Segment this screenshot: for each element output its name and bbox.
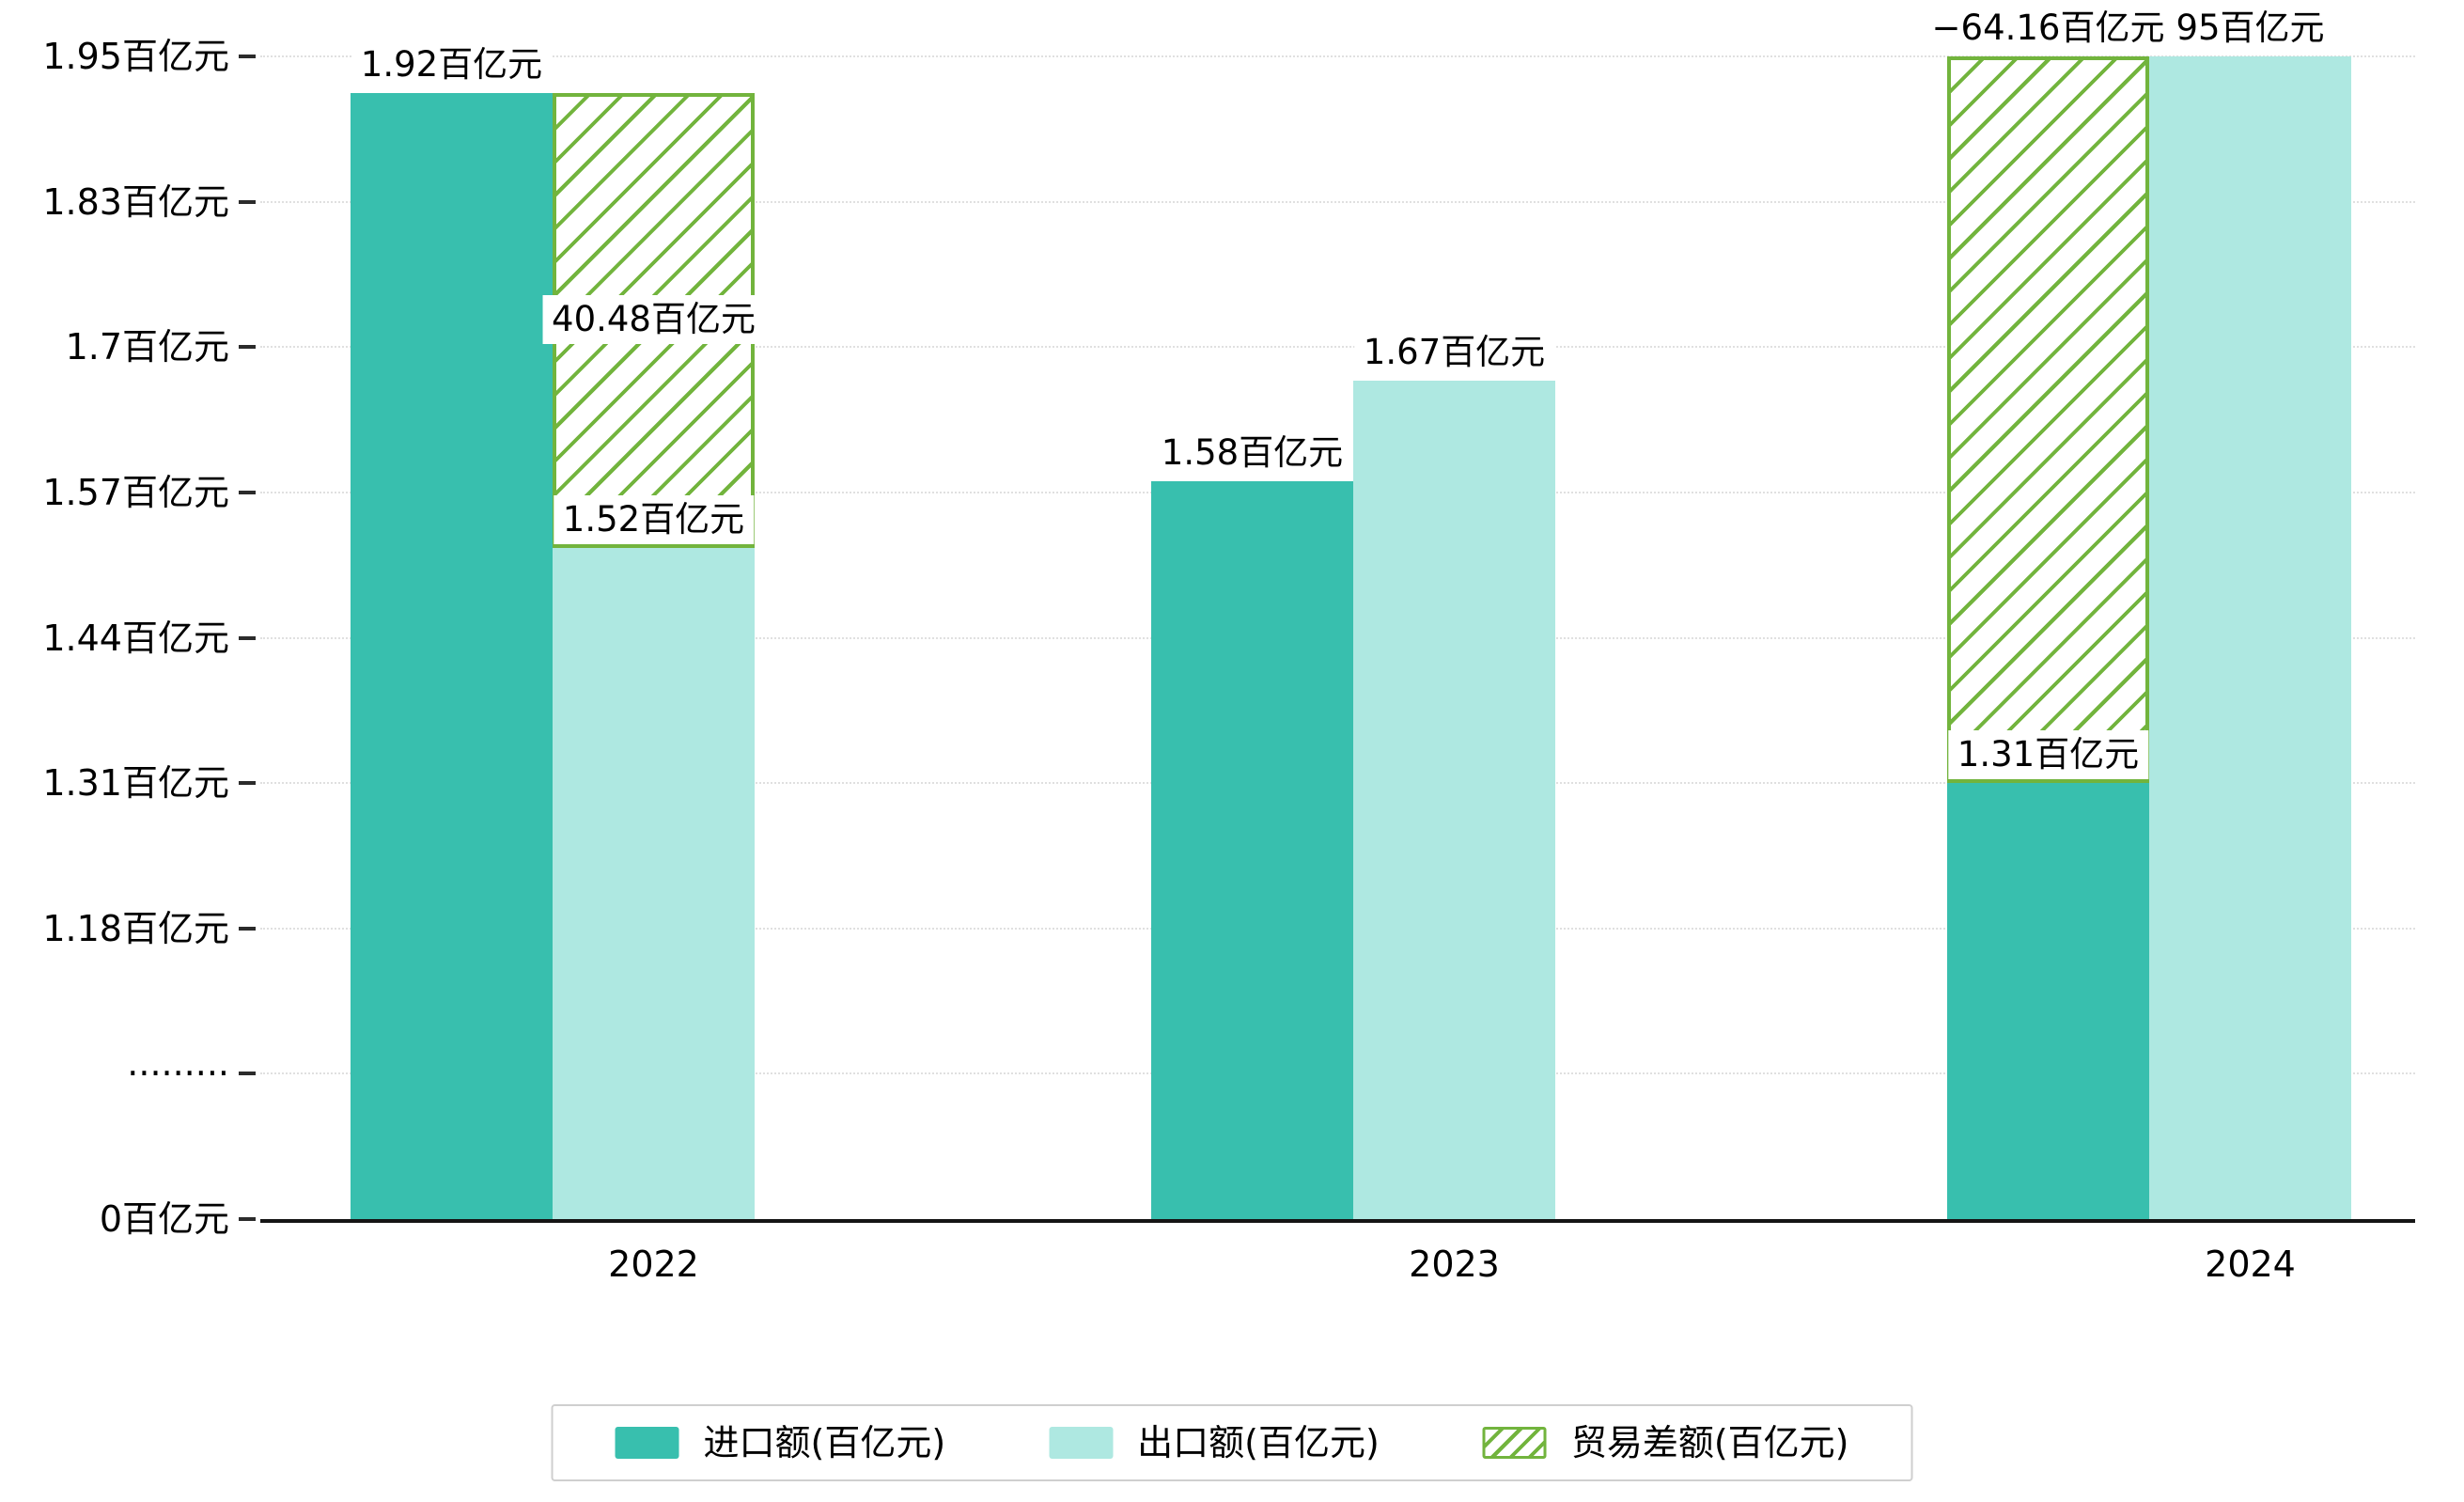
y-axis-label: 1.18百亿元 [42,907,229,949]
y-tick [239,345,256,350]
gridline [260,55,2415,57]
import-swatch-icon [615,1427,679,1459]
legend-item-import[interactable]: 进口额(百亿元) [615,1421,946,1464]
legend-item-trade-balance[interactable]: 贸易差额(百亿元) [1482,1421,1849,1464]
import-bar-2024[interactable] [1947,783,2149,1219]
y-tick [239,55,256,58]
import-value-label: 1.92百亿元 [351,39,553,89]
gridline [260,200,2415,203]
export-value-label: 1.67百亿元 [1353,327,1555,377]
y-tick [239,1072,256,1076]
y-axis-label: 1.95百亿元 [42,36,229,77]
y-tick [239,635,256,640]
y-axis-label: 1.83百亿元 [42,180,229,223]
legend: 进口额(百亿元) 出口额(百亿元) 贸易差额(百亿元) [551,1404,1913,1481]
y-tick [239,781,256,786]
import-value-label: 1.31百亿元 [1947,730,2149,780]
import-value-label: 1.58百亿元 [1151,428,1353,477]
y-axis-label: ········· [127,1053,229,1095]
y-tick [239,926,256,931]
legend-item-export[interactable]: 出口额(百亿元) [1049,1421,1380,1464]
legend-label-trade-balance: 贸易差额(百亿元) [1570,1422,1849,1463]
trade-balance-label: 40.48百亿元 [542,295,765,344]
y-tick [239,490,256,494]
y-axis-label: 1.7百亿元 [65,326,229,368]
y-axis-label: 1.31百亿元 [42,762,229,805]
trade-balance-hatch-swatch-icon [1482,1427,1547,1459]
export-swatch-icon [1049,1427,1114,1459]
legend-label-import: 进口额(百亿元) [703,1422,946,1463]
export-bar-2023[interactable] [1353,380,1555,1219]
x-axis-line [260,1219,2415,1223]
y-tick [239,1217,256,1221]
export-bar-2022[interactable] [553,548,755,1219]
import-bar-2022[interactable] [351,92,553,1219]
y-axis-label: 0百亿元 [99,1198,229,1240]
y-axis-label: 1.57百亿元 [42,471,229,513]
trade-balance-label: −64.16百亿元 [1922,4,2175,53]
export-value-label: 95百亿元 [2166,4,2334,53]
gridline [260,346,2415,349]
export-bar-2024[interactable] [2149,56,2351,1219]
x-axis-label: 2023 [1409,1244,1500,1285]
y-axis-label: 1.44百亿元 [42,617,229,659]
legend-label-export: 出口额(百亿元) [1137,1422,1380,1463]
export-value-label: 1.52百亿元 [553,495,755,545]
y-tick [239,199,256,204]
import-bar-2023[interactable] [1151,480,1353,1219]
trade-balance-area-2024[interactable] [1947,56,2149,784]
x-axis-label: 2022 [608,1244,699,1285]
x-axis-label: 2024 [2205,1244,2296,1285]
